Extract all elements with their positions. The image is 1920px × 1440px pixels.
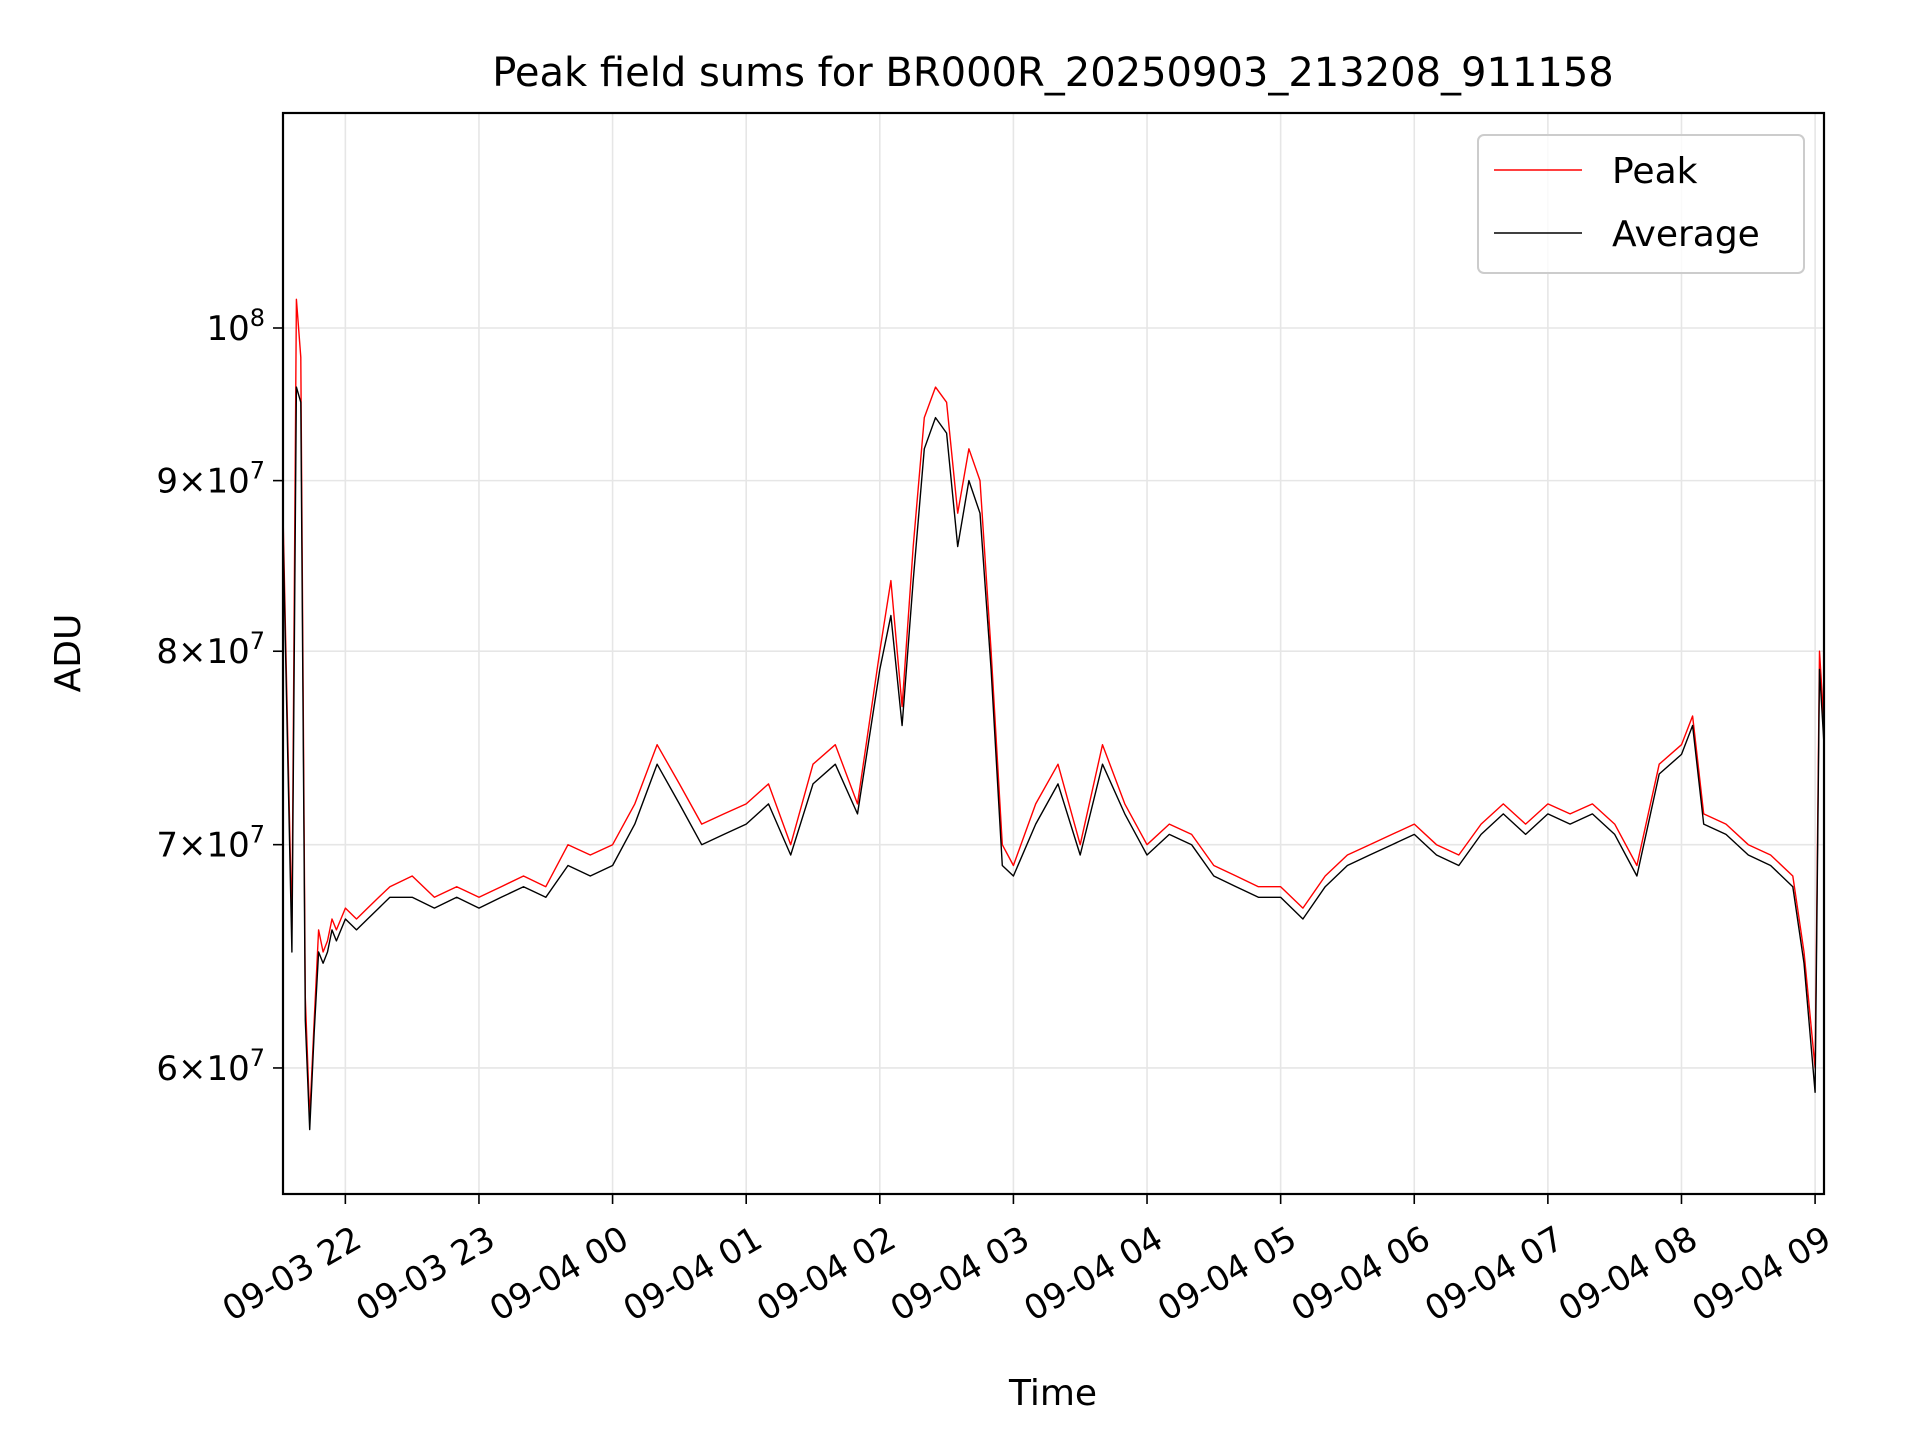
series-layer [283, 298, 1824, 1131]
y-axis-label: ADU [48, 614, 89, 693]
legend-label-peak: Peak [1612, 151, 1698, 192]
series-line-peak [283, 298, 1824, 1118]
legend-label-average: Average [1612, 214, 1760, 255]
plot-frame [281, 111, 1826, 1196]
y-tick-label: 9×107 [156, 457, 265, 502]
chart-title: Peak field sums for BR000R_20250903_2132… [492, 50, 1614, 96]
y-tick-label: 8×107 [156, 627, 265, 672]
y-tick-label: 7×107 [156, 821, 265, 866]
series-line-average [283, 386, 1824, 1131]
x-axis-label: Time [1008, 1373, 1097, 1414]
grid [283, 113, 1824, 1194]
legend: Peak Average [1477, 134, 1805, 274]
y-tick-label: 108 [206, 304, 265, 349]
y-axis-ticks: 6×107 7×107 8×107 9×107 108 [156, 304, 283, 1089]
y-tick-label: 6×107 [156, 1044, 265, 1089]
